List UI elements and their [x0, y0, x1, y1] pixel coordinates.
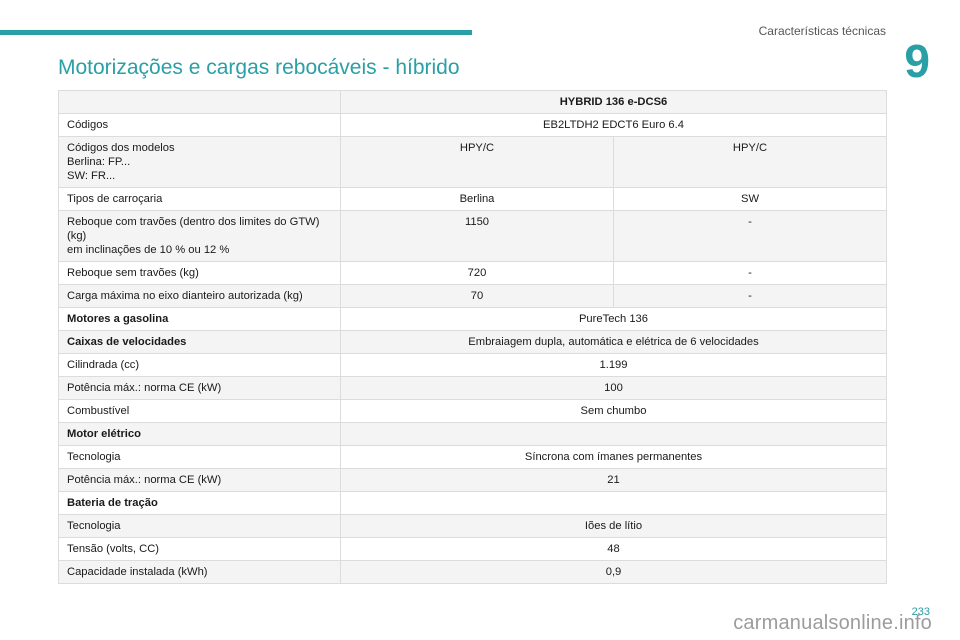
specs-table: HYBRID 136 e-DCS6 Códigos EB2LTDH2 EDCT6… [58, 90, 887, 584]
row-value: 100 [340, 376, 887, 400]
row-label-line: em inclinações de 10 % ou 12 % [67, 244, 230, 256]
table-row-potencia: Potência máx.: norma CE (kW) 100 [58, 376, 887, 400]
page-number: 233 [911, 606, 930, 618]
row-value: PureTech 136 [340, 307, 887, 331]
row-label: Reboque sem travões (kg) [58, 261, 341, 285]
table-row-tensao: Tensão (volts, CC) 48 [58, 537, 887, 561]
berlina-value: 70 [340, 284, 614, 308]
table-cell-empty [58, 90, 341, 114]
table-row-cilindrada: Cilindrada (cc) 1.199 [58, 353, 887, 377]
row-label: Cilindrada (cc) [58, 353, 341, 377]
row-value: 48 [340, 537, 887, 561]
row-label: Potência máx.: norma CE (kW) [58, 468, 341, 492]
row-label: Tecnologia [58, 445, 341, 469]
table-row-reboque-sem: Reboque sem travões (kg) 720 - [58, 261, 887, 285]
row-label-line: Reboque com travões (dentro dos limites … [67, 216, 320, 228]
sw-value: - [613, 261, 887, 285]
watermark: carmanualsonline.info [733, 612, 932, 634]
table-row-motor-eletrico: Motor elétrico [58, 422, 887, 446]
berlina-value: Berlina [340, 187, 614, 211]
row-label: Carga máxima no eixo dianteiro autorizad… [58, 284, 341, 308]
table-row-potencia-eletrica: Potência máx.: norma CE (kW) 21 [58, 468, 887, 492]
berlina-value: 720 [340, 261, 614, 285]
table-row-reboque-com: Reboque com travões (dentro dos limites … [58, 210, 887, 262]
sw-value: - [613, 284, 887, 308]
table-row-motores: Motores a gasolina PureTech 136 [58, 307, 887, 331]
berlina-value: HPY/C [340, 136, 614, 188]
table-row-tecnologia-bateria: Tecnologia Iões de lítio [58, 514, 887, 538]
row-value: Embraiagem dupla, automática e elétrica … [340, 330, 887, 354]
table-row-tecnologia-motor: Tecnologia Síncrona com ímanes permanent… [58, 445, 887, 469]
table-cell-empty [340, 491, 887, 515]
row-label: Tipos de carroçaria [58, 187, 341, 211]
table-cell-empty [340, 422, 887, 446]
row-label-line: SW: FR... [67, 170, 116, 182]
table-row-caixas: Caixas de velocidades Embraiagem dupla, … [58, 330, 887, 354]
row-label-line: Códigos dos modelos [67, 142, 175, 154]
table-row-tipos: Tipos de carroçaria Berlina SW [58, 187, 887, 211]
page-title: Motorizações e cargas rebocáveis - híbri… [58, 56, 460, 79]
table-row-carga-eixo: Carga máxima no eixo dianteiro autorizad… [58, 284, 887, 308]
table-row-combustivel: Combustível Sem chumbo [58, 399, 887, 423]
row-value: 1.199 [340, 353, 887, 377]
table-row-model: HYBRID 136 e-DCS6 [58, 90, 887, 114]
row-label: Caixas de velocidades [58, 330, 341, 354]
header-accent-bar [0, 30, 472, 35]
table-row-codigos-modelos: Códigos dos modelos Berlina: FP... SW: F… [58, 136, 887, 188]
sw-value: - [613, 210, 887, 262]
row-label: Motores a gasolina [58, 307, 341, 331]
row-value: Sem chumbo [340, 399, 887, 423]
row-value: EB2LTDH2 EDCT6 Euro 6.4 [340, 113, 887, 137]
row-value: Iões de lítio [340, 514, 887, 538]
table-row-bateria: Bateria de tração [58, 491, 887, 515]
row-label: Códigos [58, 113, 341, 137]
row-label: Tecnologia [58, 514, 341, 538]
table-row-capacidade: Capacidade instalada (kWh) 0,9 [58, 560, 887, 584]
section-heading: Características técnicas [758, 24, 886, 38]
row-label: Reboque com travões (dentro dos limites … [58, 210, 341, 262]
table-row-codigos: Códigos EB2LTDH2 EDCT6 Euro 6.4 [58, 113, 887, 137]
berlina-value: 1150 [340, 210, 614, 262]
sw-value: HPY/C [613, 136, 887, 188]
row-value: Síncrona com ímanes permanentes [340, 445, 887, 469]
sw-value: SW [613, 187, 887, 211]
row-value: 0,9 [340, 560, 887, 584]
row-label: Códigos dos modelos Berlina: FP... SW: F… [58, 136, 341, 188]
row-value: 21 [340, 468, 887, 492]
row-label-line: Berlina: FP... [67, 156, 131, 168]
model-name: HYBRID 136 e-DCS6 [340, 90, 887, 114]
row-label-line: (kg) [67, 230, 87, 242]
row-label: Tensão (volts, CC) [58, 537, 341, 561]
row-label: Combustível [58, 399, 341, 423]
row-label: Motor elétrico [58, 422, 341, 446]
row-label: Bateria de tração [58, 491, 341, 515]
row-label: Capacidade instalada (kWh) [58, 560, 341, 584]
chapter-number: 9 [904, 35, 930, 87]
row-label: Potência máx.: norma CE (kW) [58, 376, 341, 400]
